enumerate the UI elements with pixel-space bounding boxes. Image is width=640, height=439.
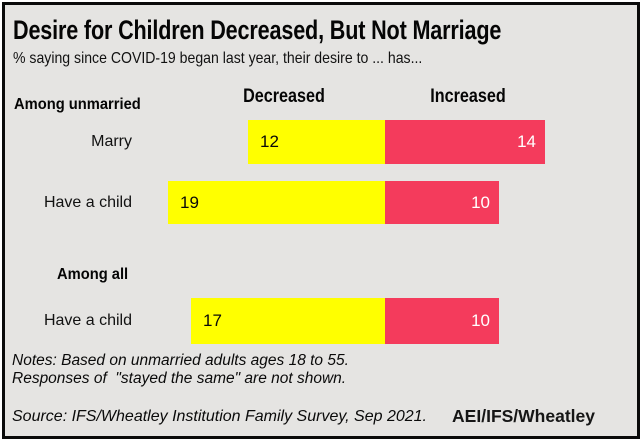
bar-have-a-child-unmarried-increased: 10 bbox=[385, 181, 499, 224]
column-header-increased: Increased bbox=[430, 86, 506, 107]
attribution-label: AEI/IFS/Wheatley bbox=[452, 406, 595, 426]
notes-line-2: Responses of "stayed the same" are not s… bbox=[12, 370, 347, 387]
bar-row-have-a-child-unmarried: Have a child 19 10 bbox=[0, 181, 640, 224]
row-label-have-a-child: Have a child bbox=[43, 312, 132, 329]
row-label-have-a-child: Have a child bbox=[43, 193, 132, 211]
source-line: Source: IFS/Wheatley Institution Family … bbox=[12, 408, 427, 425]
notes-line-1: Notes: Based on unmarried adults ages 18… bbox=[12, 352, 349, 369]
bar-have-a-child-unmarried-decreased: 19 bbox=[168, 181, 385, 224]
page-subtitle: % saying since COVID-19 began last year,… bbox=[13, 50, 423, 67]
row-label-marry: Marry bbox=[91, 133, 132, 150]
group-label-among-all: Among all bbox=[57, 266, 129, 283]
group-label-among-unmarried: Among unmarried bbox=[14, 96, 141, 113]
page-title: Desire for Children Decreased, But Not M… bbox=[13, 15, 502, 45]
bar-value-label: 10 bbox=[471, 311, 490, 330]
bar-value-label: 12 bbox=[260, 132, 279, 151]
bar-marry-decreased: 12 bbox=[248, 120, 385, 164]
bar-have-a-child-all-increased: 10 bbox=[385, 298, 499, 344]
bar-row-marry: Marry 12 14 bbox=[0, 120, 640, 164]
bar-have-a-child-all-decreased: 17 bbox=[191, 298, 385, 344]
bar-value-label: 14 bbox=[517, 132, 536, 151]
column-header-decreased: Decreased bbox=[243, 86, 325, 107]
bar-value-label: 17 bbox=[203, 311, 222, 330]
bar-value-label: 19 bbox=[180, 192, 199, 212]
bar-marry-increased: 14 bbox=[385, 120, 545, 164]
bar-value-label: 10 bbox=[471, 192, 490, 212]
bar-row-have-a-child-all: Have a child 17 10 bbox=[0, 298, 640, 344]
